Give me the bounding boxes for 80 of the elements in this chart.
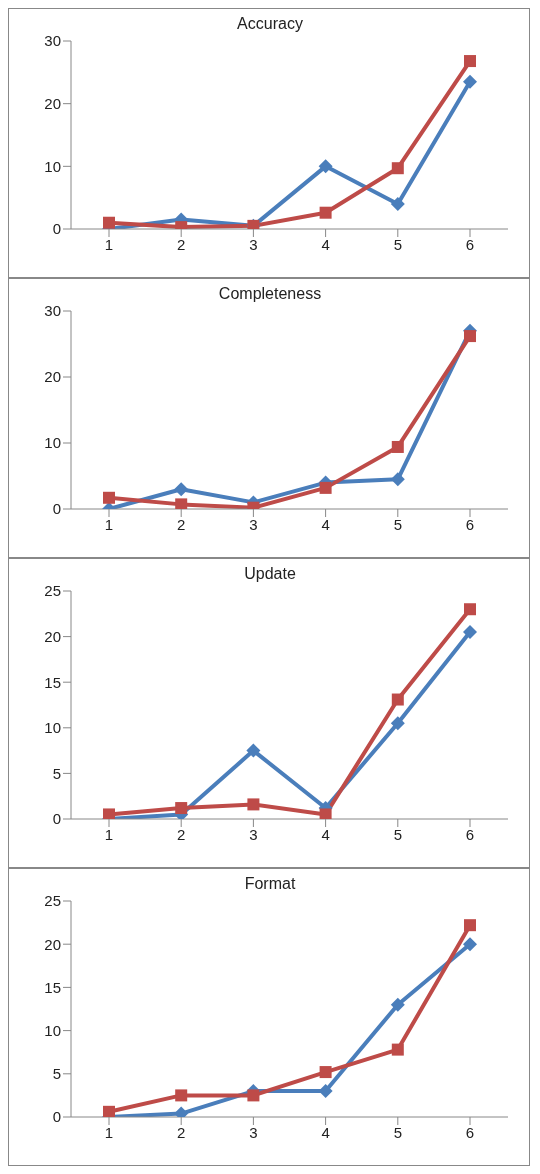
x-tick-label: 2: [177, 1123, 186, 1141]
x-tick-label: 1: [104, 515, 114, 533]
point: [246, 743, 261, 758]
y-tick-label: 25: [44, 892, 61, 910]
point: [463, 74, 477, 89]
point: [390, 196, 405, 211]
point: [463, 937, 477, 952]
x-tick-label: 6: [465, 235, 475, 253]
x-tick-label: 3: [249, 235, 258, 253]
point: [464, 55, 476, 68]
chart-title: Completeness: [217, 285, 323, 303]
point: [103, 1105, 115, 1117]
x-tick-label: 5: [393, 515, 402, 533]
y-tick-label: 0: [52, 1108, 61, 1126]
x-tick-label: 2: [177, 825, 186, 843]
x-tick-label: 6: [465, 825, 475, 843]
point: [103, 491, 115, 504]
x-tick-label: 4: [321, 515, 330, 533]
point: [319, 1066, 332, 1079]
point: [390, 997, 405, 1012]
y-tick-label: 20: [44, 94, 61, 112]
x-tick-label: 1: [104, 825, 114, 843]
chart-title: Update: [243, 565, 297, 583]
x-tick-label: 4: [321, 825, 330, 843]
y-tick-label: 20: [44, 627, 61, 645]
point: [318, 159, 333, 174]
x-tick-label: 2: [177, 515, 186, 533]
x-tick-label: 3: [249, 825, 258, 843]
y-tick-label: 0: [52, 500, 61, 518]
y-tick-label: 30: [44, 302, 61, 320]
point: [391, 1043, 404, 1056]
point: [103, 808, 115, 819]
y-tick-label: 15: [44, 978, 61, 996]
x-tick-label: 3: [249, 515, 258, 533]
point: [103, 216, 115, 229]
chart-title: Format: [243, 875, 297, 893]
y-tick-label: 20: [44, 935, 61, 953]
x-tick-label: 2: [177, 235, 186, 253]
point: [318, 1084, 333, 1099]
y-tick-label: 10: [44, 1021, 61, 1039]
x-tick-label: 4: [321, 1123, 330, 1141]
y-tick-label: 10: [44, 157, 61, 175]
point: [463, 625, 477, 640]
point: [319, 808, 332, 819]
chart-title: Accuracy: [236, 15, 304, 33]
x-tick-label: 3: [249, 1123, 258, 1141]
y-tick-label: 20: [44, 368, 61, 386]
y-tick-label: 5: [52, 1065, 61, 1083]
point: [319, 481, 332, 494]
point: [391, 440, 404, 453]
point: [175, 498, 188, 509]
y-tick-label: 15: [44, 673, 61, 691]
x-tick-label: 5: [393, 235, 402, 253]
x-tick-label: 6: [465, 1123, 475, 1141]
point: [247, 798, 260, 811]
point: [390, 716, 405, 731]
y-tick-label: 10: [44, 719, 61, 737]
point: [175, 802, 188, 815]
point: [464, 919, 476, 932]
y-tick-label: 0: [52, 810, 61, 828]
y-tick-label: 25: [44, 582, 61, 600]
x-tick-label: 5: [393, 825, 402, 843]
y-tick-label: 0: [52, 220, 61, 238]
point: [319, 206, 332, 219]
y-tick-label: 5: [52, 764, 61, 782]
x-tick-label: 1: [104, 235, 114, 253]
point: [464, 603, 476, 616]
point: [391, 693, 404, 706]
point: [247, 1089, 260, 1102]
point: [391, 162, 404, 175]
point: [175, 1089, 188, 1102]
x-tick-label: 5: [393, 1123, 402, 1141]
x-tick-label: 6: [465, 515, 475, 533]
y-tick-label: 10: [44, 434, 61, 452]
y-tick-label: 30: [44, 32, 61, 50]
x-tick-label: 1: [104, 1123, 114, 1141]
point: [390, 472, 405, 487]
point: [174, 482, 189, 497]
x-tick-label: 4: [321, 235, 330, 253]
point: [464, 330, 476, 343]
